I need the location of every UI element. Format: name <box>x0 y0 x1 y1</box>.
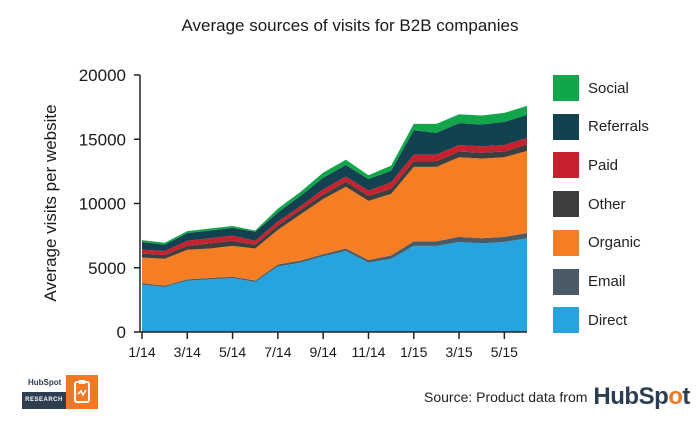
x-tick-label: 9/14 <box>310 344 337 360</box>
x-tick-label: 5/14 <box>219 344 246 360</box>
hubspot-research-badge: HubSpot RESEARCH <box>22 375 98 409</box>
clipboard-chart-icon <box>66 375 98 409</box>
source-caption: Source: Product data from HubSpot <box>424 383 690 411</box>
hubspot-logo: HubSpot <box>593 383 690 410</box>
legend-swatch <box>553 113 579 140</box>
badge-brand-text: HubSpot <box>28 378 62 387</box>
legend-swatch <box>553 307 579 334</box>
x-tick-label: 1/14 <box>128 344 155 360</box>
x-tick-label: 1/15 <box>400 344 427 360</box>
legend-label: Other <box>588 195 626 213</box>
legend-label: Organic <box>588 234 641 252</box>
x-tick-label: 7/14 <box>264 344 291 360</box>
legend-item-social: Social <box>553 75 629 101</box>
legend-swatch <box>553 229 579 256</box>
legend-swatch <box>553 75 579 101</box>
legend-swatch <box>553 191 579 218</box>
x-tick-label: 3/14 <box>174 344 201 360</box>
legend-label: Email <box>588 273 626 290</box>
y-tick-label: 10000 <box>79 195 126 214</box>
legend-item-direct: Direct <box>553 307 628 334</box>
series-area-direct <box>142 238 527 332</box>
legend-swatch <box>553 268 579 295</box>
source-text: Source: Product data from <box>424 389 588 405</box>
legend-swatch <box>553 152 579 179</box>
legend-label: Social <box>588 79 629 97</box>
series-area-paid <box>142 137 527 255</box>
legend-label: Direct <box>588 311 628 329</box>
legend-item-organic: Organic <box>553 229 641 256</box>
x-tick-label: 5/15 <box>491 344 518 360</box>
y-axis-label: Average visits per website <box>41 104 60 301</box>
legend-item-referrals: Referrals <box>553 113 649 140</box>
x-tick-label: 3/15 <box>445 344 472 360</box>
legend-item-paid: Paid <box>553 152 619 179</box>
legend-label: Referrals <box>588 118 649 136</box>
y-tick-label: 15000 <box>79 130 126 149</box>
legend-label: Paid <box>588 156 619 174</box>
series-area-email <box>142 233 527 288</box>
badge-brand-panel: HubSpot RESEARCH <box>22 375 66 409</box>
legend-item-other: Other <box>553 191 626 218</box>
x-tick-label: 11/14 <box>351 344 385 360</box>
y-tick-label: 0 <box>117 323 126 342</box>
y-tick-label: 20000 <box>79 66 126 85</box>
legend-item-email: Email <box>553 268 626 295</box>
series-area-referrals <box>142 114 527 252</box>
series-area-organic <box>142 150 527 286</box>
series-area-other <box>142 144 527 259</box>
series-area-social <box>142 105 527 245</box>
y-tick-label: 5000 <box>88 259 126 278</box>
chart-title: Average sources of visits for B2B compan… <box>181 16 518 35</box>
badge-research-text: RESEARCH <box>22 392 66 409</box>
